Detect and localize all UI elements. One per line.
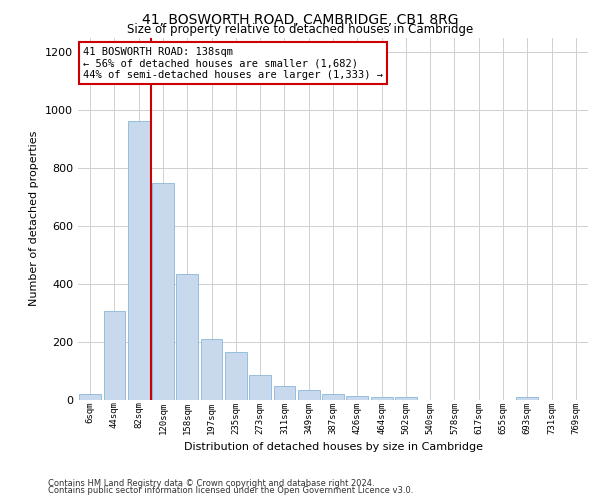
Bar <box>128 120 149 400</box>
Bar <box>225 352 247 400</box>
Bar <box>346 396 368 400</box>
Bar <box>176 274 198 400</box>
Bar <box>298 390 320 400</box>
Text: Contains public sector information licensed under the Open Government Licence v3: Contains public sector information licen… <box>48 486 413 495</box>
Bar <box>79 394 101 400</box>
Text: 41 BOSWORTH ROAD: 138sqm
← 56% of detached houses are smaller (1,682)
44% of sem: 41 BOSWORTH ROAD: 138sqm ← 56% of detach… <box>83 46 383 80</box>
X-axis label: Distribution of detached houses by size in Cambridge: Distribution of detached houses by size … <box>184 442 482 452</box>
Text: Size of property relative to detached houses in Cambridge: Size of property relative to detached ho… <box>127 22 473 36</box>
Bar <box>104 310 125 400</box>
Bar <box>517 397 538 400</box>
Bar <box>152 183 174 400</box>
Bar <box>274 386 295 400</box>
Bar <box>395 397 417 400</box>
Bar <box>371 396 392 400</box>
Bar <box>322 394 344 400</box>
Bar <box>249 376 271 400</box>
Bar <box>200 339 223 400</box>
Y-axis label: Number of detached properties: Number of detached properties <box>29 131 40 306</box>
Text: Contains HM Land Registry data © Crown copyright and database right 2024.: Contains HM Land Registry data © Crown c… <box>48 478 374 488</box>
Text: 41, BOSWORTH ROAD, CAMBRIDGE, CB1 8RG: 41, BOSWORTH ROAD, CAMBRIDGE, CB1 8RG <box>142 12 458 26</box>
